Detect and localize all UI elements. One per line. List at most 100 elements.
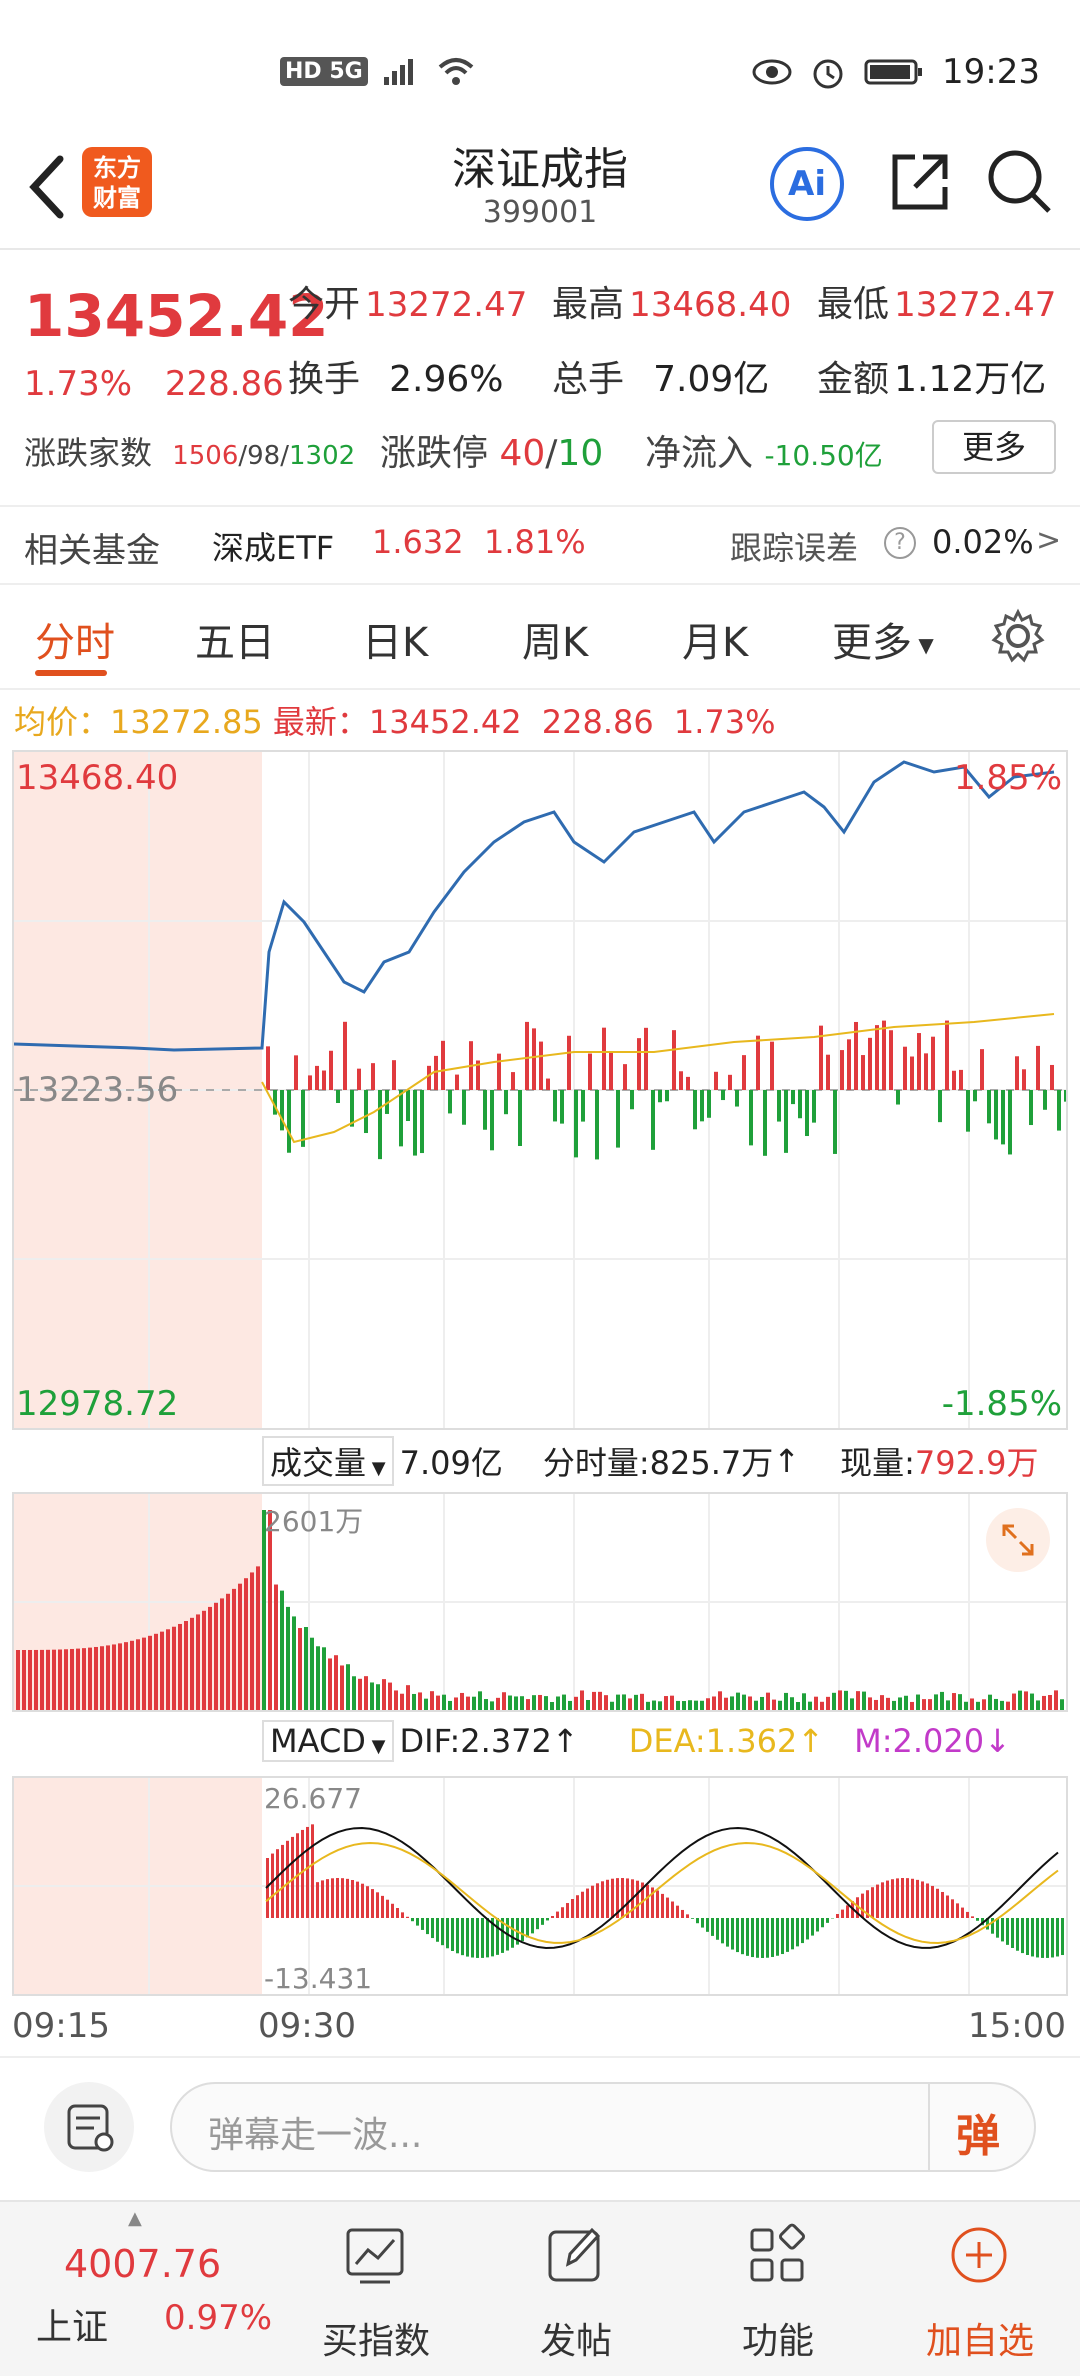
inflow-bar	[308, 1075, 312, 1090]
macd-histogram-bar	[711, 1918, 714, 1936]
volume-chart[interactable]: 2601万	[12, 1492, 1068, 1712]
tab-intraday[interactable]: 分时	[35, 620, 115, 666]
volume-bar	[550, 1701, 554, 1710]
limit-label: 涨跌停	[380, 433, 489, 474]
volume-bar	[592, 1691, 596, 1710]
amount-label: 金额	[817, 359, 890, 400]
volume-bar	[466, 1696, 470, 1710]
volume-bar	[88, 1647, 92, 1710]
inflow-bar	[273, 1090, 277, 1115]
macd-histogram-bar	[416, 1918, 419, 1926]
macd-chart[interactable]: 26.677 -13.431	[12, 1776, 1068, 1996]
macd-dropdown[interactable]: MACD ▼	[262, 1720, 394, 1762]
macd-histogram-bar	[991, 1918, 994, 1934]
volume-bar	[130, 1640, 134, 1710]
tab-monthly-k[interactable]: 月K	[682, 620, 749, 666]
nav-add-watchlist[interactable]: 加自选	[900, 2202, 1060, 2376]
share-button[interactable]	[885, 147, 955, 217]
macd-histogram-bar	[471, 1918, 474, 1958]
more-button[interactable]: 更多	[932, 420, 1056, 474]
macd-histogram-bar	[621, 1878, 624, 1918]
index-pct[interactable]: 0.97%	[164, 2298, 273, 2338]
tab-more[interactable]: 更多 ▼	[832, 610, 934, 668]
change-pct: 1.73%	[24, 364, 133, 404]
inflow-bar	[973, 1090, 977, 1102]
volume-bar	[280, 1590, 284, 1710]
status-bar: HD 5G 19:23	[0, 0, 1080, 150]
inflow-bar	[637, 1038, 641, 1090]
volume-bar	[622, 1694, 626, 1710]
volume-bar	[94, 1646, 98, 1710]
inflow-bar	[364, 1090, 368, 1134]
volume-bar	[556, 1696, 560, 1710]
macd-histogram-bar	[271, 1853, 274, 1918]
tab-underline	[35, 670, 107, 676]
tab-five-day[interactable]: 五日	[195, 620, 275, 666]
macd-histogram-bar	[586, 1888, 589, 1918]
danmaku-send-button[interactable]: 弹	[956, 2111, 1000, 2162]
back-button[interactable]	[22, 147, 82, 227]
latest-pct: 1.73%	[673, 703, 776, 741]
nav-functions[interactable]: 功能	[698, 2202, 858, 2376]
macd-histogram-bar	[456, 1918, 459, 1954]
volume-bar	[886, 1697, 890, 1710]
search-button[interactable]	[985, 147, 1055, 217]
inflow-bar	[798, 1090, 802, 1119]
volume-chart-svg	[14, 1494, 1066, 1710]
ai-button[interactable]: Ai	[770, 147, 844, 221]
volume-bar	[862, 1691, 866, 1710]
macd-histogram-bar	[951, 1899, 954, 1918]
macd-histogram-bar	[701, 1918, 704, 1928]
inflow-bar	[903, 1046, 907, 1090]
inflow-bar	[784, 1090, 788, 1153]
index-value[interactable]: 4007.76	[64, 2242, 222, 2286]
tab-weekly-k[interactable]: 周K	[522, 620, 589, 666]
danmaku-input[interactable]: 弹幕走一波... 弹	[170, 2082, 1036, 2172]
settings-gear-icon[interactable]	[990, 608, 1046, 664]
volume-bar	[718, 1691, 722, 1710]
related-fund-row[interactable]: 相关基金 深成ETF 1.632 1.81% 跟踪误差 ? 0.02% >	[0, 505, 1080, 585]
nav-buy-index[interactable]: 买指数	[296, 2202, 456, 2376]
caret-down-icon: ▼	[912, 633, 934, 657]
macd-histogram-bar	[286, 1840, 289, 1918]
caret-down-icon: ▼	[366, 1458, 386, 1479]
volume-bar	[838, 1690, 842, 1710]
period-volume-label: 分时量:	[542, 1444, 650, 1482]
macd-histogram-bar	[896, 1878, 899, 1918]
volume-bar	[1048, 1695, 1052, 1710]
inflow-bar	[952, 1070, 956, 1090]
inflow-bar	[392, 1060, 396, 1090]
macd-histogram-bar	[611, 1878, 614, 1918]
dif-line	[265, 1827, 1059, 1949]
help-icon[interactable]: ?	[884, 527, 916, 559]
inflow-bar	[455, 1074, 459, 1090]
danmaku-settings-button[interactable]	[44, 2082, 134, 2172]
inflow-bar	[532, 1028, 536, 1090]
volume-bar	[994, 1698, 998, 1710]
search-icon	[988, 150, 1051, 213]
inflow-bar	[546, 1078, 550, 1090]
inflow-bar	[595, 1090, 599, 1160]
macd-histogram-bar	[421, 1918, 424, 1930]
tab-daily-k[interactable]: 日K	[362, 620, 429, 666]
volume-bar	[346, 1664, 350, 1710]
intraday-price-chart[interactable]: 13468.40 13223.56 12978.72 1.85% -1.85%	[12, 750, 1068, 1430]
volume-dropdown[interactable]: 成交量 ▼	[262, 1436, 394, 1486]
expand-button[interactable]	[986, 1508, 1050, 1572]
volume-bar	[328, 1658, 332, 1710]
nav-post[interactable]: 发帖	[496, 2202, 656, 2376]
axis-mid-label: 13223.56	[16, 1070, 179, 1110]
macd-histogram-bar	[546, 1918, 549, 1921]
macd-histogram-bar	[841, 1909, 844, 1918]
volume-bar	[898, 1697, 902, 1710]
macd-histogram-bar	[671, 1901, 674, 1918]
app-logo[interactable]: 东方 财富	[82, 147, 152, 217]
index-name[interactable]: 上证	[36, 2307, 109, 2348]
inflow-bar	[630, 1090, 634, 1110]
inflow-bar	[420, 1090, 424, 1154]
volume-bar	[910, 1701, 914, 1710]
volume-bar	[706, 1698, 710, 1710]
volume-bar	[628, 1698, 632, 1710]
volume-bar	[58, 1649, 62, 1710]
macd-histogram-bar	[326, 1879, 329, 1918]
